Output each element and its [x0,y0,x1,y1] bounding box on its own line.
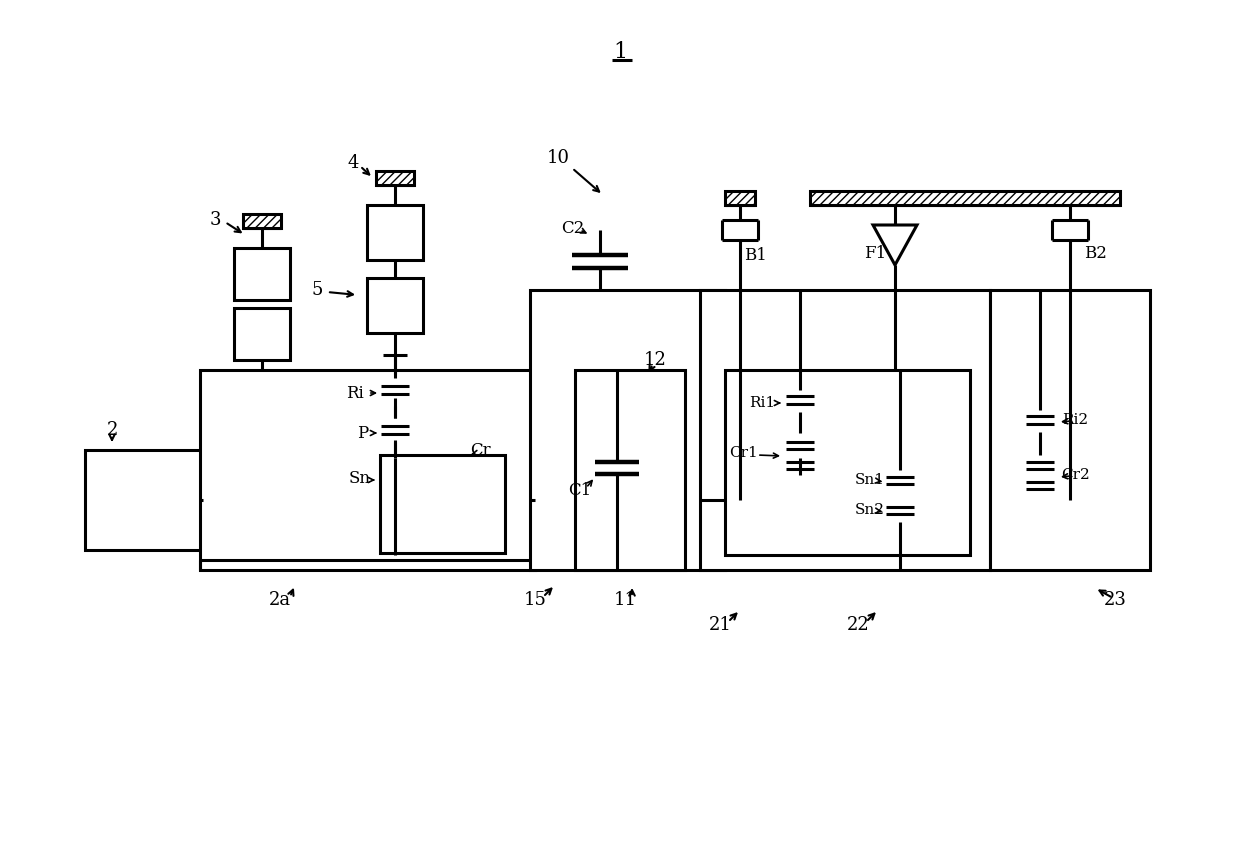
Text: 12: 12 [644,351,666,369]
Bar [725,191,755,205]
Text: 11: 11 [614,591,636,609]
Text: Ri2: Ri2 [1061,413,1087,427]
Text: C1: C1 [568,482,591,498]
Text: 15: 15 [523,591,547,609]
Text: Ri: Ri [346,384,363,401]
Bar [367,278,423,333]
Text: F1: F1 [864,245,887,261]
Text: Cr: Cr [470,442,490,459]
Polygon shape [873,225,918,265]
Text: 21: 21 [708,616,732,634]
Bar [234,248,290,300]
Text: 10: 10 [547,149,569,167]
Text: Cr1: Cr1 [729,446,758,460]
Bar [990,290,1149,570]
Bar [379,455,505,553]
Text: 4: 4 [347,154,358,172]
Text: B2: B2 [1084,245,1106,261]
Bar [243,214,281,228]
Bar [234,308,290,360]
Bar [376,171,414,185]
Text: Sn: Sn [348,469,371,486]
Text: 1: 1 [613,41,627,63]
Text: B1: B1 [744,247,766,264]
Text: 2a: 2a [269,591,291,609]
Text: Sn1: Sn1 [856,473,885,487]
Text: 23: 23 [1104,591,1126,609]
Text: P: P [357,425,368,442]
Bar [200,370,534,570]
Bar [575,370,684,570]
Text: 22: 22 [847,616,869,634]
Text: 2: 2 [107,421,118,439]
Bar [725,370,970,555]
Bar [367,205,423,260]
Text: Sn2: Sn2 [856,503,885,517]
Text: 5: 5 [311,281,322,299]
Bar [810,191,1120,205]
Text: 3: 3 [210,211,221,229]
Text: Cr2: Cr2 [1060,468,1090,482]
Text: C2: C2 [562,219,584,236]
Bar [86,450,203,550]
Bar [701,290,990,570]
Bar [529,290,725,570]
Text: Ri1: Ri1 [749,396,775,410]
